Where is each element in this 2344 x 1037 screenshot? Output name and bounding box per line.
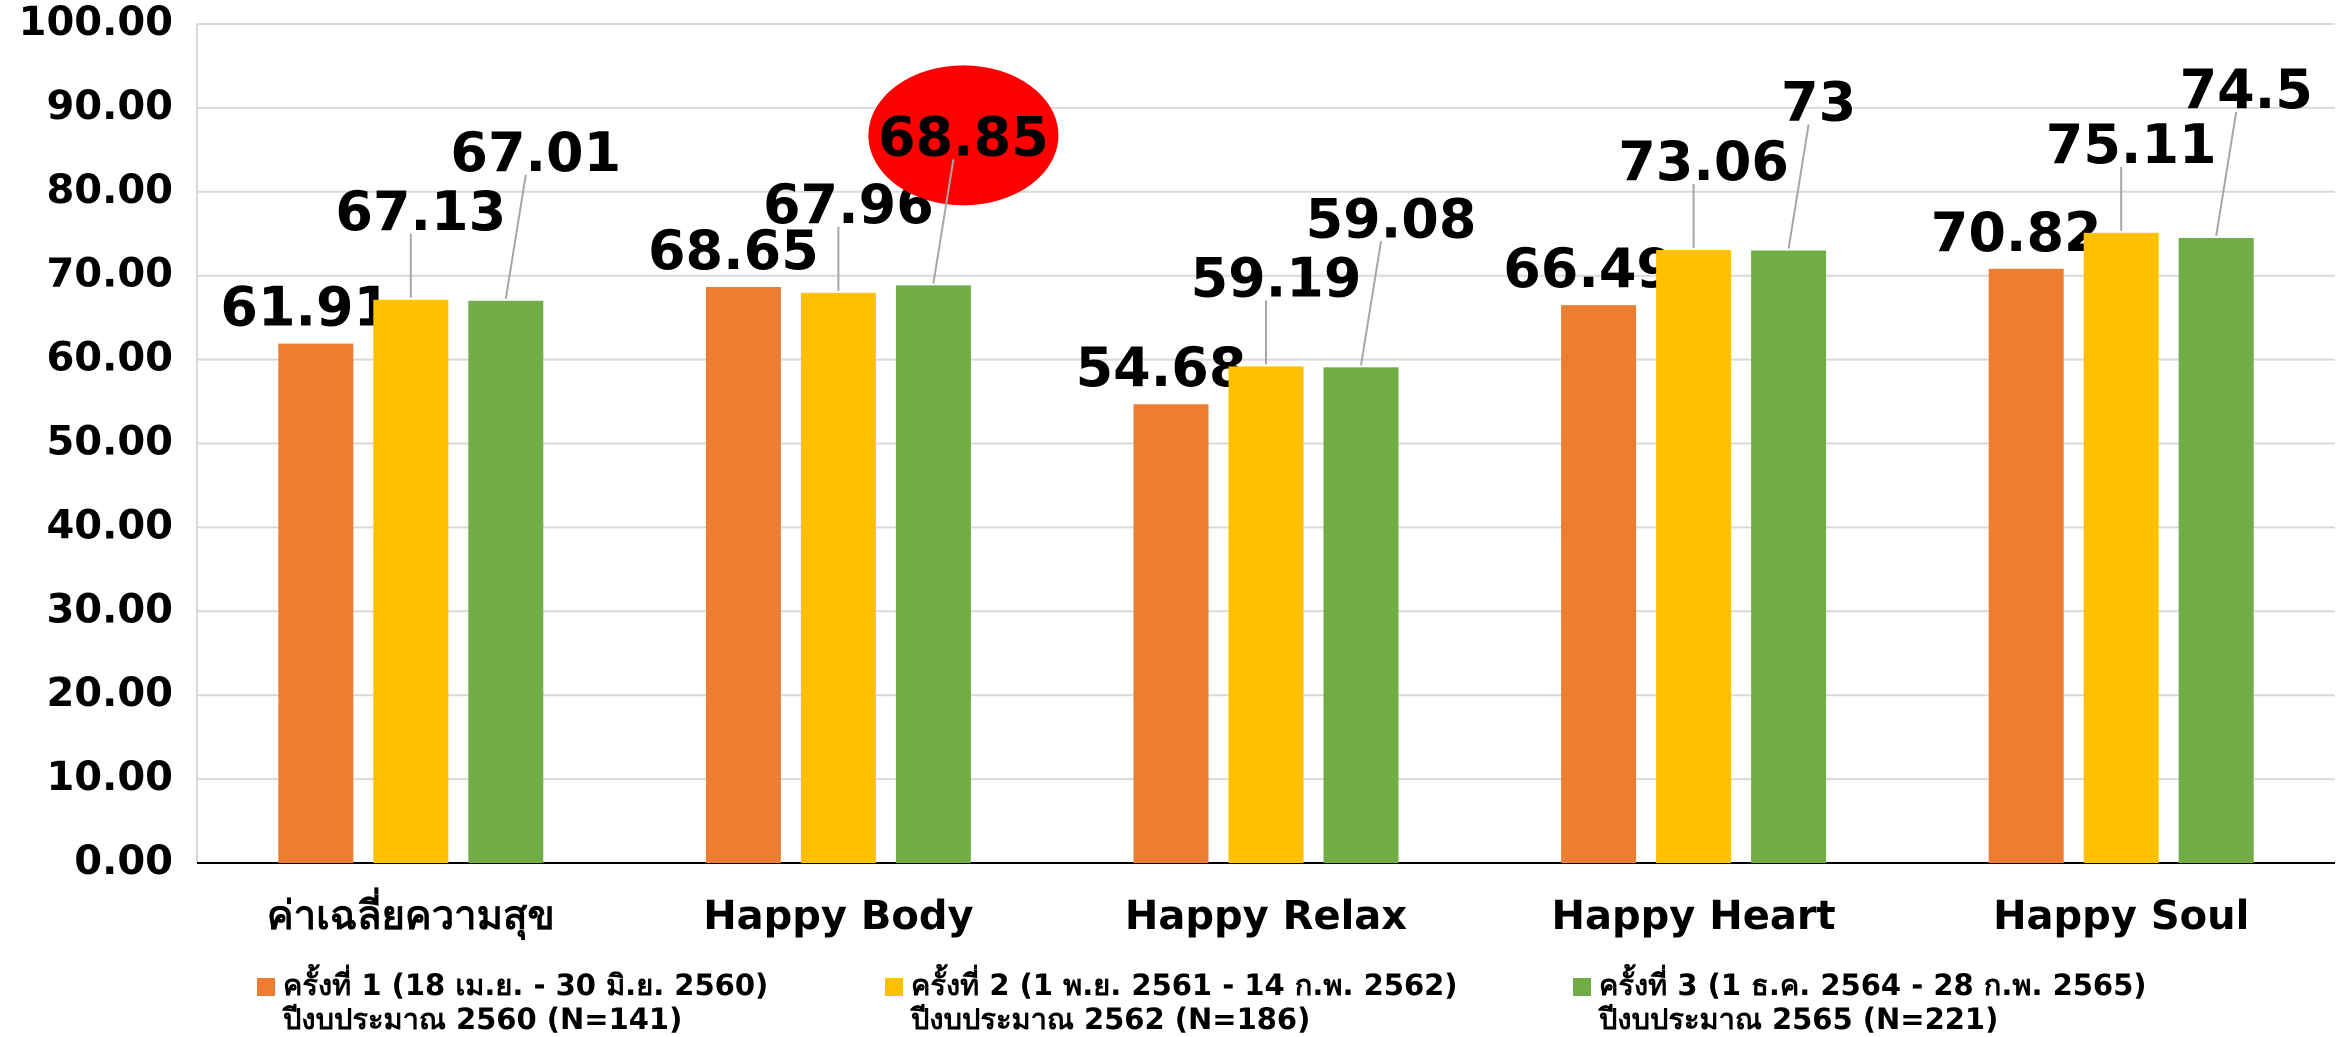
y-tick-label: 0.00 [74,838,173,884]
legend-label: ครั้งที่ 3 (1 ธ.ค. 2564 - 28 ก.พ. 2565) … [1599,968,2147,1036]
bar [1561,305,1637,863]
y-tick-label: 20.00 [46,670,173,716]
bar [373,299,449,863]
x-tick-label: Happy Relax [1125,893,1407,939]
value-label: 66.49 [1503,237,1674,300]
value-label: 61.91 [220,276,391,339]
legend-swatch [1573,978,1591,996]
value-label: 68.65 [648,219,819,282]
bar [2178,237,2254,863]
value-label: 67.13 [335,180,506,243]
x-tick-label: Happy Body [703,893,973,939]
bar [1133,404,1209,863]
leader-line [504,174,527,299]
bar [1323,367,1399,863]
bar [2083,232,2159,864]
bar [895,285,971,863]
value-label: 67.01 [450,121,621,184]
legend-label: ครั้งที่ 2 (1 พ.ย. 2561 - 14 ก.พ. 2562) … [911,968,1458,1036]
y-tick-label: 100.00 [19,0,173,45]
x-tick-label: Happy Heart [1552,893,1836,939]
bar [468,300,544,863]
legend-item: ครั้งที่ 1 (18 เม.ย. - 30 มิ.ย. 2560) ปี… [257,968,768,1036]
y-tick-label: 90.00 [46,83,173,129]
value-label: 68.85 [878,105,1049,168]
value-label: 54.68 [1076,336,1247,399]
leader-line [2215,111,2238,237]
legend-item: ครั้งที่ 3 (1 ธ.ค. 2564 - 28 ก.พ. 2565) … [1573,968,2147,1036]
highlight [868,65,1059,206]
leader-line [1787,124,1810,249]
bar [278,343,354,864]
value-label: 74.5 [2180,58,2313,121]
bar [1988,268,2064,863]
value-label: 75.11 [2046,113,2217,176]
value-label: 59.08 [1306,187,1477,250]
bar [1656,250,1732,863]
y-tick-label: 60.00 [46,335,173,381]
value-label: 73 [1781,71,1856,134]
value-label: 73.06 [1618,130,1789,193]
x-tick-label: Happy Soul [1993,893,2249,939]
legend-swatch [257,978,275,996]
x-tick-label: ค่าเฉลี่ยความสุข [267,887,555,941]
chart: 0.00 10.00 20.00 30.00 40.00 50.00 60.00 70.00 8… [19,0,2335,941]
legend-item: ครั้งที่ 2 (1 พ.ย. 2561 - 14 ก.พ. 2562) … [885,968,1458,1036]
leader-line [932,159,955,284]
legend-swatch [885,978,903,996]
y-tick-label: 80.00 [46,167,173,213]
y-tick-label: 30.00 [46,586,173,632]
y-tick-label: 40.00 [46,502,173,548]
y-tick-label: 70.00 [46,251,173,297]
leader-line [1360,241,1382,366]
bar [1751,250,1827,863]
value-label: 70.82 [1931,201,2102,264]
y-tick-label: 10.00 [46,754,173,800]
bar [705,287,781,863]
bar [800,292,876,863]
value-label: 59.19 [1191,246,1362,309]
legend-label: ครั้งที่ 1 (18 เม.ย. - 30 มิ.ย. 2560) ปี… [283,968,769,1036]
y-tick-label: 50.00 [46,419,173,465]
bar [1228,366,1304,863]
